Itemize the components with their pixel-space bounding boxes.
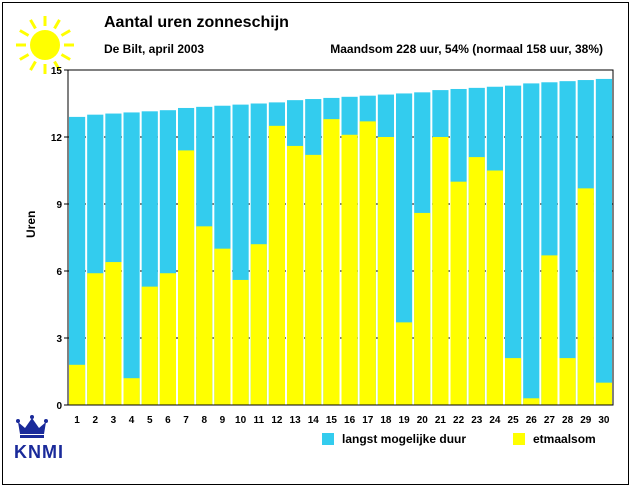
x-tick-label: 22	[453, 415, 465, 426]
bar-actual-9	[214, 248, 231, 405]
knmi-logo-text: KNMI	[14, 442, 64, 462]
x-tick-label: 29	[580, 415, 592, 426]
legend-item-actual: etmaalsom	[513, 432, 596, 446]
bar-actual-28	[559, 358, 576, 405]
bar-actual-18	[377, 137, 394, 405]
legend-label-possible: langst mogelijke duur	[342, 432, 467, 446]
sun-ray	[29, 60, 37, 71]
x-tick-label: 3	[111, 415, 117, 426]
x-tick-label: 6	[165, 415, 171, 426]
bar-actual-2	[87, 273, 104, 405]
legend-item-possible: langst mogelijke duur	[322, 432, 466, 446]
bar-actual-23	[468, 157, 485, 405]
bar-possible-4	[123, 112, 140, 405]
bar-possible-1	[69, 116, 86, 406]
crown-icon	[16, 415, 48, 438]
legend-label-actual: etmaalsom	[533, 432, 596, 446]
x-tick-label: 12	[271, 415, 283, 426]
x-tick-label: 18	[380, 415, 392, 426]
month-summary: Maandsom 228 uur, 54% (normaal 158 uur, …	[330, 42, 603, 56]
x-tick-label: 2	[92, 415, 98, 426]
y-axis-label: Uren	[24, 210, 38, 238]
bar-possible-28	[559, 81, 576, 406]
bar-actual-22	[450, 181, 467, 405]
y-tick-label: 15	[51, 66, 63, 77]
y-tick-label: 3	[56, 334, 62, 345]
x-tick-label: 17	[362, 415, 374, 426]
sun-ray	[53, 60, 61, 71]
x-tick-label: 9	[220, 415, 226, 426]
x-tick-label: 5	[147, 415, 153, 426]
bar-actual-14	[305, 154, 322, 405]
y-tick-label: 6	[56, 267, 62, 278]
bar-actual-3	[105, 262, 122, 405]
bar-actual-13	[287, 145, 304, 405]
bar-actual-7	[178, 150, 195, 405]
sun-ray	[19, 29, 30, 37]
sun-ray	[60, 29, 71, 37]
sun-icon	[16, 16, 74, 74]
bar-actual-29	[577, 188, 594, 405]
bar-actual-17	[359, 121, 376, 405]
x-tick-label: 19	[399, 415, 411, 426]
bar-actual-19	[396, 322, 413, 405]
bar-actual-26	[523, 398, 540, 405]
bar-actual-16	[341, 134, 358, 405]
x-tick-label: 27	[544, 415, 556, 426]
y-tick-label: 9	[56, 200, 62, 211]
sun-ray	[53, 19, 61, 30]
bar-actual-8	[196, 226, 213, 405]
bar-actual-11	[250, 244, 267, 405]
x-tick-label: 11	[253, 415, 264, 426]
x-tick-label: 28	[562, 415, 574, 426]
x-tick-label: 30	[598, 415, 610, 426]
bar-actual-25	[505, 358, 522, 405]
bar-actual-20	[414, 212, 431, 405]
legend-swatch-possible	[322, 433, 334, 445]
y-tick-label: 0	[56, 401, 62, 412]
sun-disc	[30, 30, 60, 60]
bar-possible-26	[523, 83, 540, 406]
bar-possible-25	[505, 85, 522, 405]
sun-ray	[19, 53, 30, 61]
bar-actual-10	[232, 279, 249, 405]
x-tick-label: 4	[129, 415, 135, 426]
x-tick-label: 13	[290, 415, 302, 426]
x-tick-label: 8	[201, 415, 207, 426]
bar-actual-30	[595, 382, 612, 405]
bar-actual-21	[432, 137, 449, 405]
x-tick-label: 1	[74, 415, 80, 426]
x-tick-label: 20	[417, 415, 429, 426]
chart-frame	[2, 2, 629, 485]
x-tick-label: 16	[344, 415, 356, 426]
sun-ray	[60, 53, 71, 61]
bar-actual-6	[159, 273, 176, 405]
bar-actual-4	[123, 378, 140, 405]
x-tick-label: 14	[308, 415, 320, 426]
plot-border	[67, 69, 614, 406]
bar-actual-12	[268, 125, 285, 405]
x-tick-label: 25	[508, 415, 520, 426]
x-tick-label: 26	[526, 415, 538, 426]
bar-actual-27	[541, 255, 558, 405]
bar-actual-5	[141, 286, 158, 405]
legend-swatch-actual	[513, 433, 525, 445]
x-tick-label: 23	[471, 415, 483, 426]
bar-actual-1	[69, 364, 86, 405]
sun-ray	[29, 19, 37, 30]
bar-actual-24	[486, 170, 503, 405]
chart-subtitle: De Bilt, april 2003	[104, 42, 205, 56]
chart-title: Aantal uren zonneschijn	[104, 14, 289, 31]
x-tick-label: 15	[326, 415, 338, 426]
bar-actual-15	[323, 119, 340, 405]
x-tick-label: 10	[235, 415, 247, 426]
x-tick-label: 21	[435, 415, 447, 426]
y-tick-label: 12	[51, 133, 63, 144]
x-tick-label: 24	[489, 415, 501, 426]
x-tick-label: 7	[183, 415, 189, 426]
bar-possible-30	[595, 78, 612, 405]
